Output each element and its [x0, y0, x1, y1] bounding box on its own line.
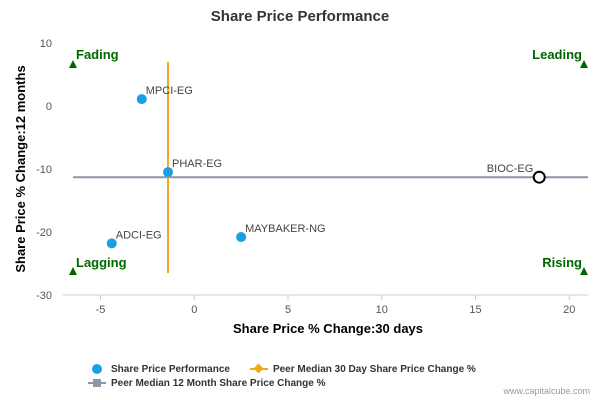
- x-tick-label: -5: [96, 304, 106, 316]
- quadrant-labels: Fading Leading Lagging Rising: [69, 47, 588, 275]
- axes: [63, 294, 588, 300]
- triangle-marker-icon: [69, 267, 77, 275]
- x-tick-label: 20: [563, 304, 575, 316]
- tick-labels: -5 0 5 10 15 20 10 0 -10 -20 -30: [36, 38, 575, 316]
- line-diamond-marker-icon: [249, 363, 268, 374]
- triangle-marker-icon: [580, 267, 588, 275]
- x-tick-label: 15: [469, 304, 481, 316]
- data-point-label: PHAR-EG: [172, 158, 222, 170]
- chart-title: Share Price Performance: [211, 8, 389, 25]
- data-point: [163, 167, 173, 178]
- legend-item-performance[interactable]: Share Price Performance: [88, 364, 230, 375]
- quadrant-label-leading: Leading: [532, 47, 582, 62]
- y-tick-label: 0: [46, 101, 52, 113]
- triangle-marker-icon: [580, 60, 588, 68]
- legend-item-12month-median[interactable]: Peer Median 12 Month Share Price Change …: [88, 378, 326, 389]
- x-tick-label: 0: [191, 304, 197, 316]
- triangle-marker-icon: [69, 60, 77, 68]
- y-tick-label: -30: [36, 290, 52, 302]
- data-point: [106, 238, 117, 249]
- legend-item-30day-median[interactable]: Peer Median 30 Day Share Price Change %: [249, 363, 476, 375]
- data-point-label: ADCI-EG: [116, 229, 162, 241]
- quadrant-label-rising: Rising: [542, 255, 582, 270]
- quadrant-label-fading: Fading: [76, 47, 119, 62]
- legend-label: Peer Median 30 Day Share Price Change %: [272, 363, 476, 375]
- data-point: [532, 170, 546, 184]
- y-tick-label: -20: [36, 227, 52, 239]
- data-point: [236, 232, 247, 243]
- legend: Share Price Performance Peer Median 30 D…: [88, 362, 496, 390]
- y-tick-label: 10: [40, 38, 52, 50]
- legend-label: Share Price Performance: [111, 363, 230, 375]
- line-square-marker-icon: [88, 378, 106, 388]
- x-tick-label: 5: [285, 304, 291, 316]
- y-axis-title: Share Price % Change:12 months: [13, 65, 28, 272]
- legend-label: Peer Median 12 Month Share Price Change …: [111, 377, 326, 389]
- circle-marker-icon: [88, 364, 106, 374]
- x-tick-label: 10: [376, 304, 388, 316]
- data-point: [136, 94, 147, 105]
- data-point-label: MAYBAKER-NG: [245, 223, 325, 235]
- data-point-label: MPCI-EG: [146, 85, 193, 97]
- quadrant-label-lagging: Lagging: [76, 255, 127, 270]
- data-point-label: BIOC-EG: [487, 163, 533, 175]
- data-points: MPCI-EG PHAR-EG ADCI-EG MAYBAKER-NG BIOC-EG: [106, 85, 546, 249]
- x-axis-title: Share Price % Change:30 days: [233, 321, 423, 336]
- y-tick-label: -10: [36, 164, 52, 176]
- credit-text: www.capitalcube.com: [503, 386, 590, 396]
